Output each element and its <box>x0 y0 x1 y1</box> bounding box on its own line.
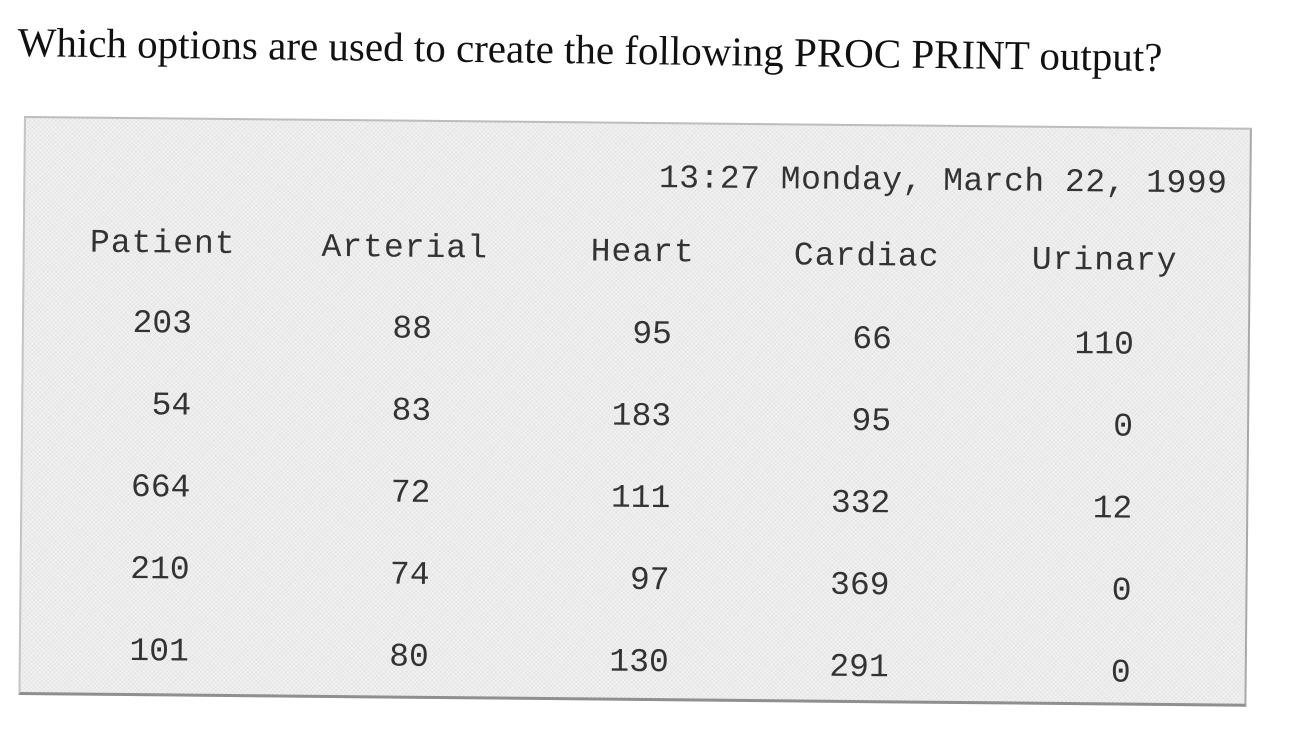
table-cell: 291 <box>829 648 889 687</box>
table-cell: 97 <box>629 561 670 600</box>
table-row: 54 83 183 95 0 <box>26 118 1250 445</box>
table-cell: 66 <box>852 320 893 359</box>
table-cell: 110 <box>1074 326 1135 364</box>
output-table: Patient Arterial Heart Cardiac Urinary 203 88 9… <box>26 118 1250 692</box>
proc-print-output: 13:27 Monday, March 22, 1999 Patient Arte… <box>18 116 1252 707</box>
table-cell: 0 <box>1113 408 1134 446</box>
table-cell: 74 <box>389 556 430 594</box>
header-urinary: Urinary <box>1031 241 1178 281</box>
header-cardiac: Cardiac <box>793 237 940 276</box>
table-row: 101 80 130 291 0 <box>26 118 1250 692</box>
table-cell: 111 <box>610 479 671 518</box>
table-cell: 332 <box>830 484 891 523</box>
header-patient: Patient <box>89 224 236 264</box>
table-cell: 95 <box>851 402 892 441</box>
table-cell: 95 <box>632 315 673 354</box>
table-cell: 0 <box>1111 572 1132 610</box>
table-row: 210 74 97 369 0 <box>26 118 1250 610</box>
header-heart: Heart <box>590 233 695 272</box>
output-timestamp: 13:27 Monday, March 22, 1999 <box>658 160 1228 203</box>
table-cell: 54 <box>151 387 192 425</box>
table-cell: 130 <box>609 643 669 682</box>
table-cell: 80 <box>389 638 429 676</box>
table-cell: 183 <box>611 397 672 436</box>
table-cell: 203 <box>132 305 193 343</box>
table-cell: 12 <box>1092 490 1133 528</box>
table-cell: 210 <box>130 551 190 589</box>
table-cell: 83 <box>391 392 432 430</box>
question-text: Which options are used to create the fol… <box>17 18 1163 80</box>
table-cell: 72 <box>390 474 431 512</box>
table-cell: 664 <box>130 469 191 507</box>
table-row: 664 72 111 332 12 <box>26 118 1250 528</box>
header-arterial: Arterial <box>321 228 489 268</box>
table-cell: 0 <box>1110 654 1131 692</box>
table-cell: 88 <box>392 310 433 348</box>
table-row: 203 88 95 66 110 <box>26 118 1250 364</box>
table-cell: 101 <box>129 633 190 671</box>
table-cell: 369 <box>829 566 890 605</box>
